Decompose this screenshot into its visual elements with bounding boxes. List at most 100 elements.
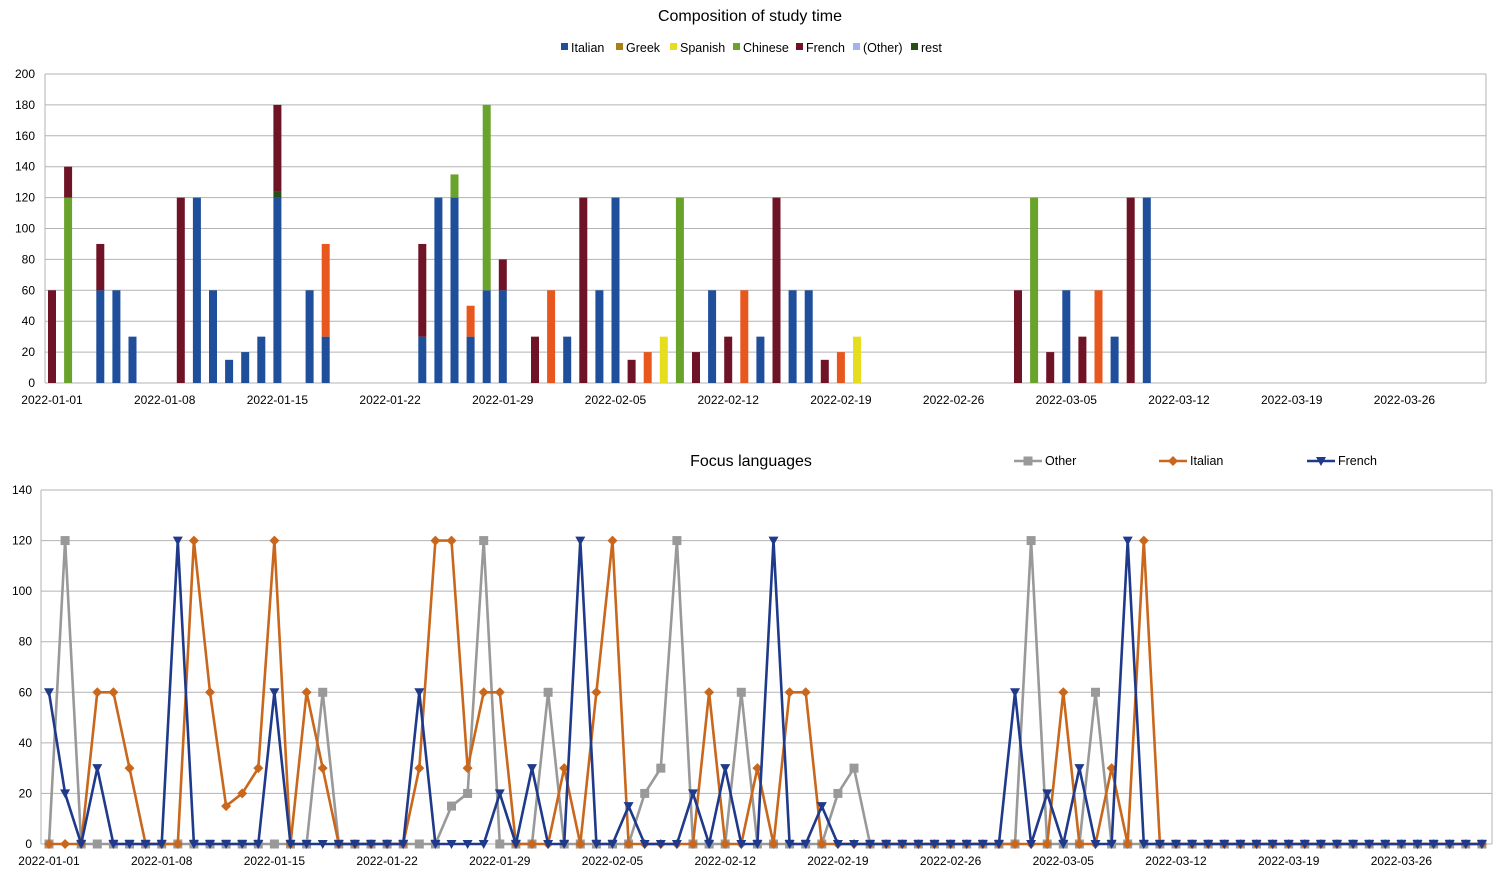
data-point [269, 688, 280, 698]
data-point [446, 535, 457, 546]
data-point [494, 687, 505, 698]
data-point [188, 840, 199, 849]
x-tick-label: 2022-02-12 [695, 854, 757, 868]
data-point [1058, 840, 1069, 849]
data-point [1010, 688, 1020, 698]
bar-segment [64, 197, 73, 383]
data-point [1010, 839, 1020, 849]
bar-segment [48, 290, 56, 383]
data-point [1412, 840, 1423, 849]
data-point [269, 535, 280, 546]
bar-segment [482, 290, 491, 383]
chart-title: Focus languages [690, 453, 812, 470]
data-point [366, 840, 376, 849]
data-point [318, 687, 328, 697]
bar-segment [482, 104, 491, 291]
y-tick-label: 80 [22, 252, 36, 266]
data-point [800, 840, 811, 849]
y-tick-label: 20 [22, 345, 36, 359]
data-point [478, 840, 489, 849]
y-tick-label: 200 [15, 67, 35, 81]
x-tick-label: 2022-01-22 [356, 854, 418, 868]
bar-segment [659, 336, 668, 383]
data-point [60, 839, 71, 849]
data-point [462, 840, 473, 849]
x-tick-label: 2022-01-29 [472, 393, 534, 407]
y-tick-label: 60 [22, 283, 36, 297]
legend-label: French [1338, 454, 1377, 468]
y-tick-label: 140 [15, 160, 35, 174]
y-tick-label: 140 [12, 483, 32, 497]
legend-label: rest [921, 41, 942, 55]
data-point [92, 839, 102, 849]
y-tick-label: 40 [22, 314, 36, 328]
data-point [221, 801, 232, 812]
data-point [414, 763, 425, 774]
data-point [1283, 840, 1294, 849]
legend-label: (Other) [863, 41, 903, 55]
data-point [1251, 840, 1262, 849]
x-tick-label: 2022-03-26 [1371, 854, 1433, 868]
bar-segment [176, 197, 185, 383]
data-point [44, 839, 54, 849]
bar-segment [1142, 197, 1151, 383]
data-point [414, 688, 425, 698]
bar-segment [836, 352, 845, 383]
data-point [688, 839, 698, 849]
data-point [301, 840, 312, 849]
data-point [849, 840, 859, 849]
data-point [736, 840, 747, 849]
data-point [1380, 840, 1391, 849]
data-point [1396, 840, 1407, 849]
data-point [1219, 840, 1230, 849]
x-tick-label: 2022-02-12 [698, 393, 760, 407]
data-point [833, 788, 843, 798]
bar-segment [1014, 290, 1022, 383]
data-point [349, 840, 360, 849]
bar-segment [64, 166, 73, 198]
legend-swatch [911, 43, 918, 50]
bar-segment [96, 290, 105, 383]
bar-segment [273, 104, 282, 192]
data-point [768, 536, 779, 546]
x-tick-label: 2022-03-19 [1258, 854, 1320, 868]
data-point [816, 839, 827, 849]
data-point [752, 763, 763, 774]
data-point [140, 840, 151, 849]
legend-swatch [616, 43, 623, 50]
data-point [1074, 764, 1085, 774]
bar-segment [627, 359, 636, 383]
axes: 2022-01-01 2022-01-08 2022-01-15 2022-01-22… [18, 854, 1432, 868]
data-point [881, 840, 892, 849]
data-point [639, 840, 650, 849]
data-point [1315, 840, 1326, 849]
legend-swatch [733, 43, 740, 50]
bar-segment [820, 359, 829, 383]
bar-segment [1094, 290, 1103, 383]
data-point [623, 802, 634, 812]
data-point [172, 536, 183, 546]
x-tick-label: 2022-02-26 [920, 854, 982, 868]
data-point [156, 840, 167, 849]
bar-segment [611, 197, 620, 383]
data-point [1299, 840, 1310, 849]
data-point [993, 840, 1004, 849]
bar-segment [273, 197, 282, 383]
data-point [800, 687, 811, 698]
data-point [527, 839, 537, 849]
legend-entry: Italian [1159, 454, 1223, 468]
data-point [672, 536, 682, 546]
x-tick-label: 2022-03-26 [1374, 393, 1436, 407]
data-point [430, 535, 441, 546]
y-tick-label: 120 [15, 191, 35, 205]
data-point [977, 840, 988, 849]
data-point [607, 535, 618, 546]
data-point [446, 840, 457, 849]
data-point [1476, 840, 1487, 849]
data-point [575, 536, 586, 546]
bar-segment [96, 243, 105, 291]
data-point [929, 840, 940, 849]
data-point [60, 789, 71, 799]
data-point [961, 840, 972, 849]
bar-segment [708, 290, 717, 383]
